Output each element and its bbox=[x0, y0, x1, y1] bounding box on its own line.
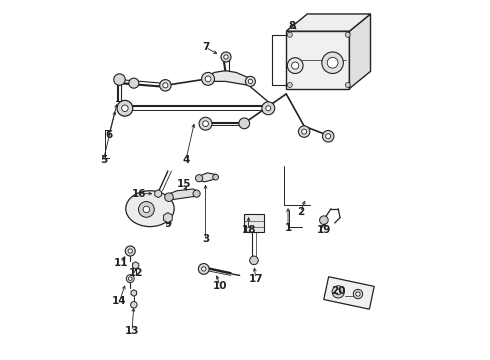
Circle shape bbox=[201, 72, 215, 85]
Circle shape bbox=[345, 82, 350, 87]
Text: 19: 19 bbox=[317, 225, 331, 235]
Circle shape bbox=[335, 289, 341, 295]
Circle shape bbox=[139, 202, 154, 217]
Text: 11: 11 bbox=[114, 258, 128, 268]
Text: 5: 5 bbox=[100, 155, 107, 165]
Circle shape bbox=[134, 264, 138, 267]
Circle shape bbox=[332, 286, 344, 298]
Circle shape bbox=[322, 131, 334, 142]
Circle shape bbox=[205, 76, 211, 82]
Circle shape bbox=[117, 100, 133, 116]
Polygon shape bbox=[168, 189, 198, 200]
Ellipse shape bbox=[126, 191, 174, 226]
Polygon shape bbox=[132, 262, 139, 269]
Text: 18: 18 bbox=[242, 225, 256, 235]
Text: 20: 20 bbox=[331, 286, 345, 296]
Text: 9: 9 bbox=[164, 219, 171, 229]
Circle shape bbox=[224, 55, 228, 59]
Circle shape bbox=[199, 117, 212, 130]
Circle shape bbox=[345, 32, 350, 37]
Polygon shape bbox=[286, 31, 349, 89]
Circle shape bbox=[203, 121, 208, 127]
Circle shape bbox=[156, 192, 160, 196]
Circle shape bbox=[213, 174, 219, 180]
Circle shape bbox=[353, 289, 363, 299]
Circle shape bbox=[287, 58, 303, 73]
Polygon shape bbox=[207, 71, 252, 85]
Text: 12: 12 bbox=[128, 267, 143, 278]
Circle shape bbox=[201, 267, 206, 271]
Circle shape bbox=[262, 102, 275, 115]
Polygon shape bbox=[286, 14, 370, 31]
Circle shape bbox=[132, 291, 136, 295]
Polygon shape bbox=[155, 190, 162, 198]
Text: 1: 1 bbox=[284, 224, 292, 233]
Text: 7: 7 bbox=[202, 42, 209, 52]
Circle shape bbox=[114, 74, 125, 85]
Circle shape bbox=[302, 129, 307, 134]
Polygon shape bbox=[324, 277, 374, 309]
Circle shape bbox=[319, 216, 328, 225]
Circle shape bbox=[327, 57, 338, 68]
Circle shape bbox=[250, 256, 258, 265]
Polygon shape bbox=[197, 173, 216, 182]
Text: 17: 17 bbox=[248, 274, 263, 284]
Text: 16: 16 bbox=[132, 189, 147, 199]
Circle shape bbox=[221, 52, 231, 62]
Circle shape bbox=[129, 78, 139, 88]
Polygon shape bbox=[349, 14, 370, 89]
Text: 14: 14 bbox=[112, 296, 127, 306]
Circle shape bbox=[322, 52, 343, 73]
Circle shape bbox=[122, 105, 128, 112]
Circle shape bbox=[292, 62, 299, 69]
Circle shape bbox=[126, 275, 134, 283]
Text: 10: 10 bbox=[213, 281, 227, 291]
Circle shape bbox=[165, 193, 173, 202]
Circle shape bbox=[128, 277, 132, 280]
Circle shape bbox=[196, 175, 203, 182]
Circle shape bbox=[356, 292, 360, 296]
Text: 15: 15 bbox=[177, 179, 191, 189]
Circle shape bbox=[165, 215, 171, 220]
Text: 4: 4 bbox=[182, 155, 190, 165]
Circle shape bbox=[298, 126, 310, 137]
Circle shape bbox=[143, 206, 149, 213]
Circle shape bbox=[287, 32, 293, 37]
Text: 2: 2 bbox=[297, 207, 304, 217]
Circle shape bbox=[128, 249, 132, 253]
Circle shape bbox=[163, 83, 168, 88]
Circle shape bbox=[198, 264, 209, 274]
Circle shape bbox=[160, 80, 171, 91]
Circle shape bbox=[125, 246, 135, 256]
Text: 6: 6 bbox=[105, 130, 112, 140]
Text: 13: 13 bbox=[125, 326, 139, 336]
Polygon shape bbox=[164, 213, 172, 223]
Text: 3: 3 bbox=[202, 234, 209, 244]
Circle shape bbox=[287, 82, 293, 87]
Circle shape bbox=[131, 302, 137, 308]
Bar bbox=[245, 214, 264, 232]
Circle shape bbox=[193, 190, 200, 197]
Circle shape bbox=[248, 79, 252, 84]
Circle shape bbox=[239, 118, 250, 129]
Polygon shape bbox=[131, 290, 137, 296]
Circle shape bbox=[245, 76, 255, 86]
Circle shape bbox=[266, 106, 271, 111]
Circle shape bbox=[326, 134, 331, 139]
Text: 8: 8 bbox=[289, 21, 296, 31]
